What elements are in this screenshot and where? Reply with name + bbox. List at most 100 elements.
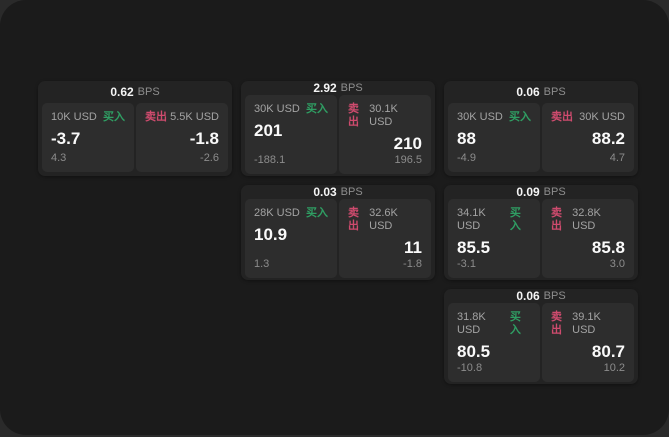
- buy-delta: -3.1: [457, 258, 476, 270]
- quote-panels: 28K USD 买入 10.9 1.3 卖出 32.6K USD 11 -1.8: [245, 199, 431, 278]
- sell-panel-header: 卖出 32.8K USD: [551, 207, 625, 233]
- sell-delta: 196.5: [394, 154, 422, 166]
- buy-quote-panel[interactable]: 10K USD 买入 -3.7 4.3: [42, 103, 134, 172]
- buy-panel-header: 10K USD 买入: [51, 111, 125, 124]
- sell-side-label: 卖出: [348, 103, 359, 128]
- sell-quote-panel[interactable]: 卖出 30K USD 88.2 4.7: [542, 103, 634, 172]
- bps-header: 0.62 BPS: [42, 81, 228, 103]
- quote-panels: 10K USD 买入 -3.7 4.3 卖出 5.5K USD -1.8 -2.…: [42, 103, 228, 172]
- buy-panel-header: 28K USD 买入: [254, 207, 328, 220]
- sell-price: 88.2: [591, 129, 625, 148]
- sell-quote-panel[interactable]: 卖出 30.1K USD 210 196.5: [339, 95, 431, 174]
- sell-panel-header: 卖出 30K USD: [551, 111, 625, 124]
- buy-price: 88: [457, 129, 476, 148]
- buy-quote-panel[interactable]: 34.1K USD 买入 85.5 -3.1: [448, 199, 540, 278]
- bps-value: 0.06: [516, 85, 540, 99]
- sell-delta: 4.7: [609, 152, 625, 164]
- bps-unit-label: BPS: [340, 186, 363, 198]
- sell-quote-panel[interactable]: 卖出 32.8K USD 85.8 3.0: [542, 199, 634, 278]
- buy-panel-header: 30K USD 买入: [254, 103, 328, 116]
- bps-value: 0.09: [516, 185, 540, 199]
- sell-price: 210: [393, 134, 422, 153]
- sell-panel-header: 卖出 30.1K USD: [348, 103, 422, 129]
- buy-quote-panel[interactable]: 30K USD 买入 201 -188.1: [245, 95, 337, 174]
- sell-delta: -1.8: [403, 258, 422, 270]
- bps-header: 0.06 BPS: [448, 289, 634, 303]
- buy-panel-header: 34.1K USD 买入: [457, 207, 531, 233]
- buy-side-label: 买入: [509, 311, 521, 336]
- buy-delta: 1.3: [254, 258, 270, 270]
- sell-price: 80.7: [591, 342, 625, 361]
- buy-price: -3.7: [51, 129, 81, 148]
- quote-card: 2.92 BPS 30K USD 买入 201 -188.1 卖出 30.1K …: [241, 81, 435, 176]
- buy-side-label: 买入: [509, 111, 531, 123]
- quote-tile-grid: 0.62 BPS 10K USD 买入 -3.7 4.3 卖出 5.5K USD…: [38, 81, 638, 384]
- buy-amount: 34.1K USD: [457, 207, 486, 232]
- buy-panel-header: 31.8K USD 买入: [457, 311, 531, 337]
- sell-amount: 30.1K USD: [369, 103, 398, 128]
- sell-quote-panel[interactable]: 卖出 5.5K USD -1.8 -2.6: [136, 103, 228, 172]
- quote-card: 0.09 BPS 34.1K USD 买入 85.5 -3.1 卖出 32.8K…: [444, 185, 638, 280]
- quote-card: 0.06 BPS 30K USD 买入 88 -4.9 卖出 30K USD 8…: [444, 81, 638, 176]
- sell-price: -1.8: [189, 129, 219, 148]
- bps-unit-label: BPS: [543, 186, 566, 198]
- bps-value: 0.03: [313, 185, 337, 199]
- sell-amount: 30K USD: [579, 111, 625, 123]
- bps-value: 2.92: [313, 81, 337, 95]
- buy-panel-header: 30K USD 买入: [457, 111, 531, 124]
- quote-panels: 30K USD 买入 88 -4.9 卖出 30K USD 88.2 4.7: [448, 103, 634, 172]
- buy-side-label: 买入: [103, 111, 125, 123]
- sell-amount: 39.1K USD: [572, 311, 601, 336]
- bps-unit-label: BPS: [137, 86, 160, 98]
- bps-header: 0.06 BPS: [448, 81, 634, 103]
- buy-quote-panel[interactable]: 31.8K USD 买入 80.5 -10.8: [448, 303, 540, 382]
- quote-panels: 31.8K USD 买入 80.5 -10.8 卖出 39.1K USD 80.…: [448, 303, 634, 382]
- bps-header: 0.03 BPS: [245, 185, 431, 199]
- sell-delta: 10.2: [603, 362, 625, 374]
- buy-amount: 10K USD: [51, 111, 97, 123]
- quote-panels: 34.1K USD 买入 85.5 -3.1 卖出 32.8K USD 85.8…: [448, 199, 634, 278]
- buy-amount: 28K USD: [254, 207, 300, 219]
- sell-side-label: 卖出: [551, 311, 562, 336]
- sell-amount: 32.8K USD: [572, 207, 601, 232]
- sell-price: 11: [404, 238, 422, 257]
- sell-amount: 5.5K USD: [170, 111, 219, 123]
- quote-card: 0.03 BPS 28K USD 买入 10.9 1.3 卖出 32.6K US…: [241, 185, 435, 280]
- buy-side-label: 买入: [306, 103, 328, 115]
- buy-quote-panel[interactable]: 28K USD 买入 10.9 1.3: [245, 199, 337, 278]
- sell-side-label: 卖出: [551, 207, 562, 232]
- sell-amount: 32.6K USD: [369, 207, 398, 232]
- buy-price: 10.9: [254, 225, 288, 244]
- sell-quote-panel[interactable]: 卖出 32.6K USD 11 -1.8: [339, 199, 431, 278]
- sell-delta: -2.6: [200, 152, 219, 164]
- buy-delta: -10.8: [457, 362, 483, 374]
- sell-panel-header: 卖出 5.5K USD: [145, 111, 219, 124]
- sell-price: 85.8: [591, 238, 625, 257]
- buy-delta: -4.9: [457, 152, 476, 164]
- buy-price: 201: [254, 121, 283, 140]
- bps-header: 0.09 BPS: [448, 185, 634, 199]
- buy-delta: -188.1: [254, 154, 286, 166]
- buy-amount: 30K USD: [254, 103, 300, 115]
- bps-value: 0.62: [110, 85, 134, 99]
- sell-panel-header: 卖出 32.6K USD: [348, 207, 422, 233]
- buy-side-label: 买入: [306, 207, 328, 219]
- bps-unit-label: BPS: [543, 290, 566, 302]
- quote-panels: 30K USD 买入 201 -188.1 卖出 30.1K USD 210 1…: [245, 95, 431, 174]
- buy-price: 85.5: [457, 238, 491, 257]
- sell-quote-panel[interactable]: 卖出 39.1K USD 80.7 10.2: [542, 303, 634, 382]
- sell-panel-header: 卖出 39.1K USD: [551, 311, 625, 337]
- buy-price: 80.5: [457, 342, 491, 361]
- bps-unit-label: BPS: [543, 86, 566, 98]
- buy-amount: 30K USD: [457, 111, 503, 123]
- sell-side-label: 卖出: [348, 207, 359, 232]
- buy-side-label: 买入: [509, 207, 521, 232]
- bps-value: 0.06: [516, 289, 540, 303]
- buy-delta: 4.3: [51, 152, 67, 164]
- quote-card: 0.62 BPS 10K USD 买入 -3.7 4.3 卖出 5.5K USD…: [38, 81, 232, 176]
- sell-delta: 3.0: [609, 258, 625, 270]
- buy-quote-panel[interactable]: 30K USD 买入 88 -4.9: [448, 103, 540, 172]
- buy-amount: 31.8K USD: [457, 311, 486, 336]
- bps-header: 2.92 BPS: [245, 81, 431, 95]
